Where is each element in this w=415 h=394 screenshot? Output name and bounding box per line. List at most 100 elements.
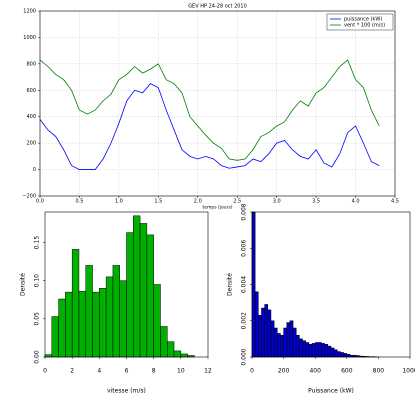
bar bbox=[105, 276, 114, 358]
y-tick-label: 0.000 bbox=[241, 348, 248, 365]
bar bbox=[153, 284, 161, 358]
bar bbox=[254, 291, 259, 358]
bar bbox=[318, 342, 322, 358]
bar bbox=[258, 315, 262, 358]
bar bbox=[289, 320, 294, 358]
y-tick-label: 0.00 bbox=[34, 350, 41, 364]
x-tick-label: 2 bbox=[70, 368, 74, 375]
bar bbox=[251, 211, 256, 358]
bar bbox=[308, 344, 313, 358]
bar bbox=[302, 340, 306, 358]
x-axis-label: Puissance (kW) bbox=[308, 388, 354, 394]
bar bbox=[167, 341, 175, 358]
x-tick-label: 600 bbox=[341, 368, 353, 375]
x-tick-label: 10 bbox=[177, 368, 185, 375]
bar bbox=[264, 304, 269, 358]
x-tick-label: 12 bbox=[204, 368, 212, 375]
bar bbox=[311, 343, 316, 358]
bar bbox=[180, 353, 188, 358]
bar bbox=[44, 354, 53, 358]
y-tick-label: 0.004 bbox=[241, 276, 248, 293]
bar bbox=[65, 291, 73, 358]
bar bbox=[146, 234, 154, 358]
bar bbox=[126, 232, 134, 358]
y-tick-label: 800 bbox=[26, 61, 36, 67]
bar bbox=[58, 298, 66, 358]
bar bbox=[270, 320, 275, 358]
bar bbox=[71, 249, 80, 358]
x-tick-label: 4.5 bbox=[391, 199, 399, 205]
bar bbox=[85, 265, 93, 358]
x-tick-label: 1.0 bbox=[115, 199, 123, 205]
bar bbox=[340, 352, 344, 358]
bar bbox=[295, 335, 300, 358]
bar bbox=[277, 333, 281, 358]
line-series bbox=[39, 83, 380, 170]
bar bbox=[261, 307, 265, 358]
x-tick-label: 0.5 bbox=[75, 199, 83, 205]
x-tick-label: 1.5 bbox=[154, 199, 162, 205]
bar bbox=[327, 345, 332, 358]
y-tick-label: 1000 bbox=[23, 35, 36, 41]
bar bbox=[330, 347, 335, 358]
bar bbox=[92, 291, 100, 358]
x-tick-label: 200 bbox=[278, 368, 290, 375]
bar bbox=[337, 351, 341, 358]
bar bbox=[346, 354, 351, 358]
y-tick-label: 0.15 bbox=[34, 236, 41, 250]
bar bbox=[292, 327, 297, 358]
bar bbox=[99, 288, 107, 358]
bar bbox=[343, 353, 348, 358]
x-tick-label: 2.5 bbox=[233, 199, 241, 205]
x-tick-label: 8 bbox=[152, 368, 156, 375]
x-tick-label: 3.0 bbox=[273, 199, 281, 205]
x-tick-label: 4 bbox=[97, 368, 101, 375]
x-tick-label: 1000 bbox=[402, 368, 415, 375]
y-axis-label: Densité bbox=[20, 273, 27, 296]
bar bbox=[273, 327, 278, 358]
bar bbox=[133, 215, 141, 358]
x-tick-label: 800 bbox=[373, 368, 385, 375]
bar bbox=[283, 327, 288, 358]
bar bbox=[78, 291, 87, 358]
legend-label: puissance (kW) bbox=[344, 17, 382, 23]
y-tick-label: 1200 bbox=[23, 9, 36, 15]
bar bbox=[160, 326, 168, 358]
y-tick-label: 0.006 bbox=[241, 239, 248, 256]
x-tick-label: 0 bbox=[250, 368, 254, 375]
bar bbox=[321, 343, 325, 358]
x-axis-label: vitesse (m/s) bbox=[107, 388, 146, 394]
y-tick-label: 0.008 bbox=[241, 203, 248, 220]
y-tick-label: 600 bbox=[26, 88, 36, 94]
x-tick-label: 400 bbox=[309, 368, 321, 375]
y-tick-label: 0.10 bbox=[34, 274, 41, 288]
bar bbox=[280, 335, 284, 358]
bar bbox=[51, 316, 59, 358]
x-tick-label: 2.0 bbox=[194, 199, 202, 205]
bar bbox=[333, 349, 338, 358]
bar bbox=[305, 342, 310, 358]
x-tick-label: 3.5 bbox=[312, 199, 320, 205]
bar bbox=[139, 223, 148, 358]
y-tick-label: 400 bbox=[26, 114, 36, 120]
plot-frame bbox=[44, 211, 209, 358]
plot-frame bbox=[251, 211, 411, 358]
legend-label: vent * 100 (m/s) bbox=[344, 23, 385, 29]
x-tick-label: 6 bbox=[125, 368, 129, 375]
x-tick-label: 0 bbox=[43, 368, 47, 375]
plot-frame bbox=[39, 10, 396, 197]
x-tick-label: 0.0 bbox=[36, 199, 44, 205]
bar bbox=[119, 280, 127, 358]
bar bbox=[173, 350, 182, 358]
chart-title: GEV HP 24-28 oct 2010 bbox=[188, 4, 247, 10]
bar bbox=[267, 309, 272, 358]
y-axis-label: Densité bbox=[227, 273, 234, 296]
y-tick-label: 0 bbox=[33, 167, 36, 173]
x-tick-label: 4.0 bbox=[352, 199, 360, 205]
bar bbox=[286, 322, 291, 358]
y-tick-label: 0.05 bbox=[34, 312, 41, 326]
y-tick-label: 200 bbox=[26, 141, 36, 147]
bar bbox=[112, 265, 120, 358]
